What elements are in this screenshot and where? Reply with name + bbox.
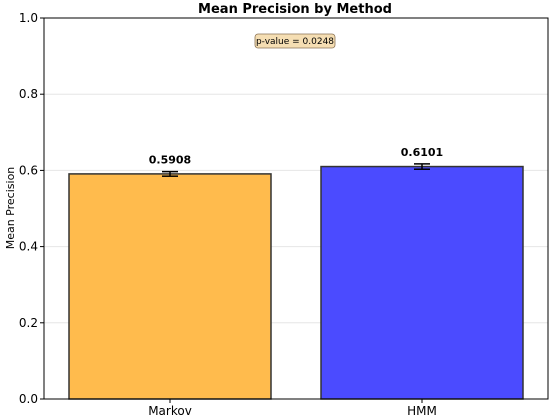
data-label: 0.6101 [401,146,443,159]
y-tick-label: 0.0 [19,392,38,406]
plot-area: 0.0 0.2 0.4 0.6 0.8 1.0 0.5908 Markov 0.6101 HMM p… [19,11,549,418]
x-tick-label: HMM [407,404,437,418]
y-tick-label: 0.8 [19,87,38,101]
chart-title: Mean Precision by Method [198,2,392,17]
y-axis-label: Mean Precision [4,167,17,250]
bar [320,165,524,400]
y-tick-label: 0.6 [19,163,38,177]
data-label: 0.5908 [149,154,191,167]
y-tick-label: 0.2 [19,316,38,330]
y-tick-label: 0.4 [19,240,38,254]
axes-frame [43,17,549,400]
annotation-box [254,33,336,49]
bar [68,173,272,400]
y-tick-label: 1.0 [19,11,38,25]
p-value-annotation: p-value = 0.0248 [256,37,334,47]
x-tick-label: Markov [148,404,192,418]
